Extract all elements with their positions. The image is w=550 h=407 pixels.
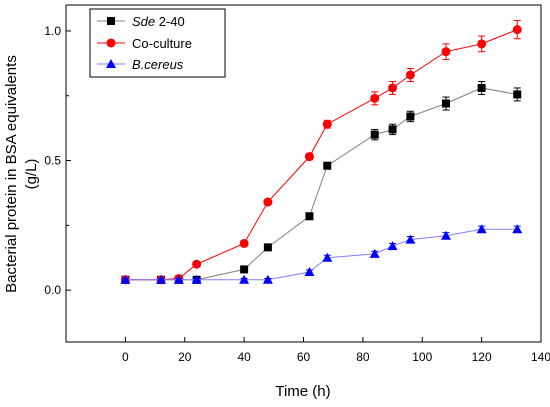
series-line	[125, 228, 518, 281]
data-point	[388, 125, 397, 134]
legend-marker-sde	[107, 17, 115, 25]
legend-marker-coculture	[106, 38, 116, 48]
legend-marker-bcereus	[106, 59, 116, 68]
data-point	[388, 83, 398, 93]
x-tick-label: 20	[178, 350, 192, 364]
data-point	[239, 238, 249, 248]
data-point	[305, 212, 314, 221]
series-0	[121, 80, 522, 284]
data-point	[322, 119, 332, 129]
data-point	[441, 230, 451, 240]
data-point	[477, 83, 486, 92]
x-tick-label: 0	[122, 350, 129, 364]
data-point	[120, 274, 131, 284]
data-point	[441, 47, 451, 57]
data-point	[263, 197, 273, 207]
data-point	[513, 90, 522, 99]
legend: Sde 2-40 Co-culture B.cereus	[89, 8, 226, 78]
legend-label-sde: Sde 2-40	[132, 14, 185, 29]
legend-label-coculture: Co-culture	[132, 36, 192, 51]
data-point	[405, 234, 416, 244]
data-point	[370, 93, 380, 103]
data-point	[442, 99, 450, 108]
x-tick-label: 140	[531, 350, 550, 364]
data-point	[512, 224, 523, 234]
data-point	[405, 70, 415, 80]
data-point	[192, 259, 202, 269]
data-point	[173, 274, 184, 284]
series-line	[125, 87, 518, 281]
y-tick-label: 0.0	[44, 283, 61, 297]
legend-label-sde-rest: 2-40	[155, 14, 185, 29]
x-axis-title: Time (h)	[275, 383, 330, 400]
x-tick-label: 40	[237, 350, 251, 364]
data-point	[304, 152, 314, 162]
data-point	[512, 25, 522, 35]
data-point	[304, 267, 315, 277]
data-point	[476, 224, 487, 234]
x-axis-ticks: 0 20 40 60 80 100 120 140	[122, 337, 550, 364]
data-point	[323, 161, 332, 170]
series-2	[120, 224, 523, 284]
x-tick-label: 100	[412, 350, 432, 364]
data-point	[239, 274, 250, 284]
data-point	[406, 112, 415, 121]
data-point	[477, 39, 487, 49]
data-point	[240, 265, 249, 274]
legend-label-bcereus: B.cereus	[132, 57, 184, 72]
legend-label-sde-italic: Sde	[132, 14, 155, 29]
data-point	[387, 241, 398, 251]
y-tick-label: 0.5	[44, 154, 61, 168]
x-tick-label: 80	[356, 350, 370, 364]
data-point	[263, 243, 272, 252]
y-axis-title-line1: Bacterial protein in BSA equivalents	[3, 55, 20, 293]
data-point	[369, 248, 380, 258]
x-tick-label: 60	[297, 350, 311, 364]
x-tick-label: 120	[472, 350, 492, 364]
data-point	[370, 130, 379, 139]
data-point	[191, 274, 202, 284]
y-axis-ticks: 0.0 0.5 1.0	[44, 24, 71, 297]
y-tick-label: 1.0	[44, 24, 61, 38]
data-point	[322, 252, 333, 262]
data-point	[262, 274, 273, 284]
y-axis-title-line2: (g/L)	[23, 159, 40, 190]
series-layer	[120, 20, 523, 285]
data-point	[156, 274, 166, 284]
